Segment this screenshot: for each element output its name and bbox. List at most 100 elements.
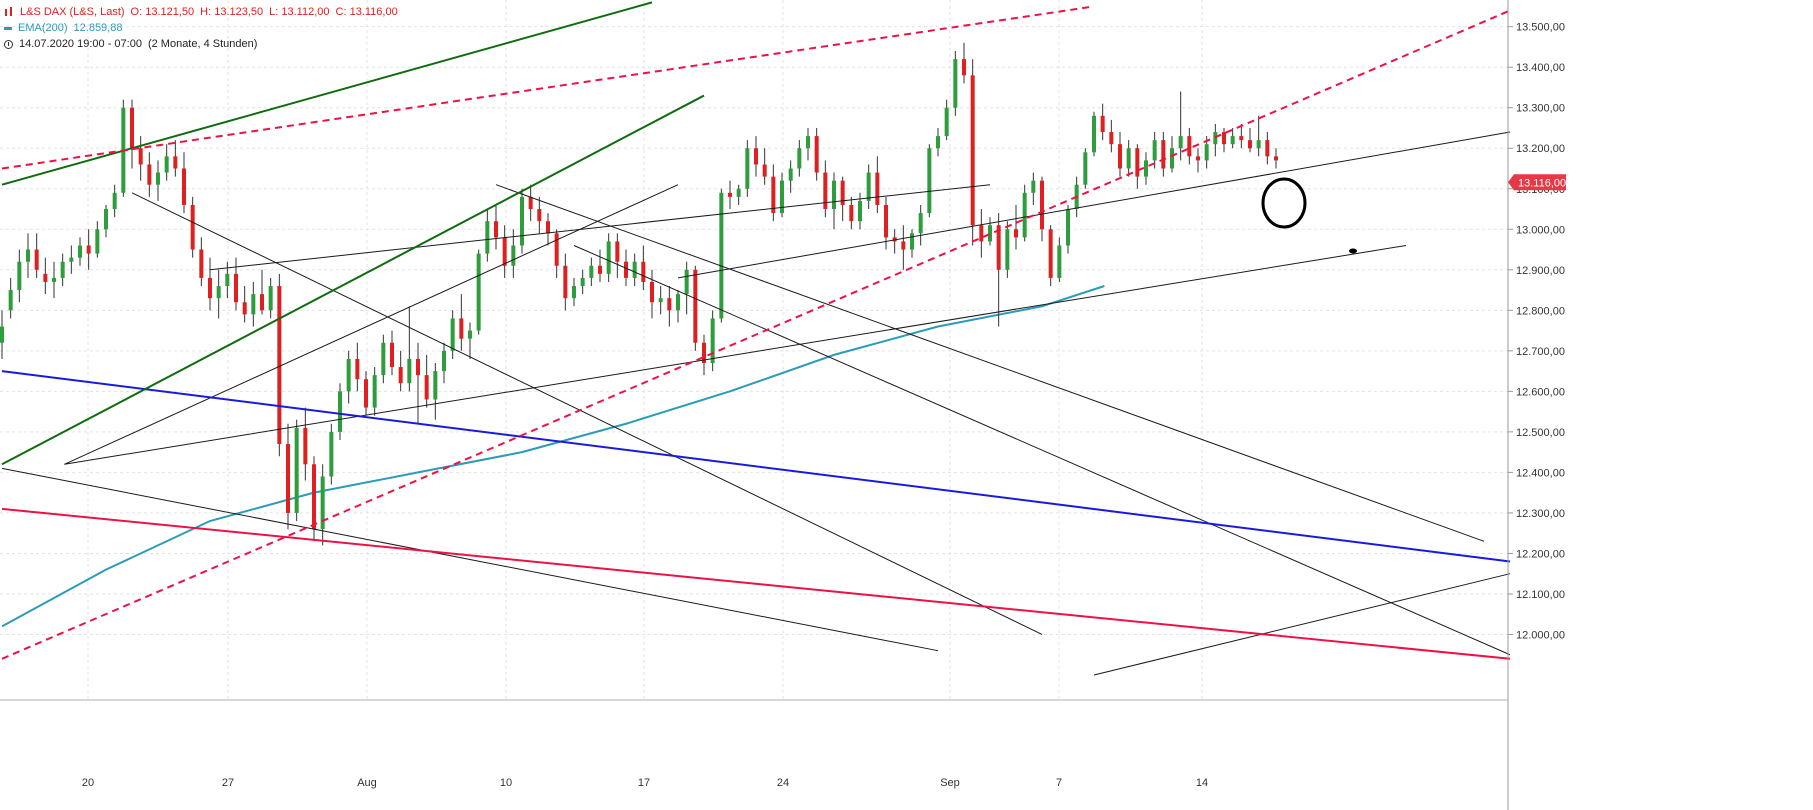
candle-body-112 [970, 75, 975, 226]
candle-37 [320, 464, 325, 546]
candle-body-75 [650, 281, 654, 303]
ema-label: EMA(200) [18, 22, 68, 34]
candle-122 [1057, 237, 1062, 282]
candle-body-49 [424, 375, 429, 400]
candle-126 [1092, 111, 1096, 157]
candle-body-105 [910, 233, 914, 250]
candle-body-0 [0, 326, 4, 343]
candle-body-142 [1230, 136, 1235, 145]
candle-body-71 [615, 241, 620, 262]
time-axis[interactable]: 20 27 Aug 10 17 24 Sep 7 14 [0, 699, 1508, 789]
candle-body-4 [34, 249, 39, 270]
candle-body-110 [953, 59, 958, 108]
candle-49 [424, 354, 429, 408]
trendline-2[interactable] [209, 184, 991, 271]
candle-body-57 [494, 221, 498, 238]
trendline-layer[interactable] [1, 1, 1511, 676]
trendline-1[interactable] [64, 244, 1407, 465]
candle-body-117 [1014, 229, 1018, 238]
candle-body-60 [520, 196, 524, 246]
candle-63 [546, 213, 550, 246]
candle-145 [1256, 115, 1261, 157]
trendline-14[interactable] [1, 5, 1095, 170]
annotation-circle[interactable] [1261, 177, 1307, 229]
candle-86 [745, 140, 750, 197]
candle-67 [580, 269, 585, 295]
trendline-4[interactable] [131, 192, 1043, 635]
candle-98 [849, 196, 854, 230]
candle-121 [1048, 225, 1053, 287]
candle-33 [286, 423, 290, 530]
ema200-line [1, 285, 1105, 628]
candle-95 [823, 160, 828, 218]
candle-113 [979, 209, 984, 258]
trendline-0[interactable] [64, 184, 679, 465]
candle-body-43 [372, 375, 377, 408]
candle-body-125 [1083, 152, 1088, 185]
candle-64 [554, 229, 559, 278]
candle-115 [996, 213, 1001, 327]
candle-body-104 [901, 241, 906, 250]
candle-32 [277, 273, 282, 457]
candle-body-83 [719, 192, 724, 319]
candle-body-42 [364, 379, 368, 408]
legend-period-row[interactable]: 14.07.2020 19:00 - 07:00 (2 Monate, 4 St… [4, 36, 398, 52]
trendline-12[interactable] [1, 94, 705, 466]
candle-body-41 [355, 358, 360, 380]
trendline-5[interactable] [1, 467, 939, 652]
trendline-13[interactable] [1, 9, 1511, 660]
trendline-3[interactable] [677, 131, 1511, 279]
trendline-9[interactable] [1, 370, 1511, 563]
candle-body-54 [468, 330, 472, 339]
close-value: C: 13.116,00 [335, 6, 398, 18]
trendline-8[interactable] [1093, 573, 1511, 676]
candle-body-86 [745, 148, 750, 189]
candle-body-127 [1100, 115, 1105, 133]
candle-body-67 [580, 277, 585, 287]
candle-body-15 [130, 107, 134, 149]
candle-body-98 [849, 204, 854, 222]
price-axis[interactable]: 12.000,00 12.100,00 12.200,00 12.300,00 12.4… [1507, 0, 1566, 810]
candle-73 [632, 253, 637, 287]
candle-56 [485, 209, 490, 262]
candle-57 [494, 204, 498, 250]
candle-body-65 [563, 265, 568, 299]
annotation-dot[interactable] [1349, 248, 1357, 254]
candle-body-84 [728, 192, 732, 197]
candle-body-85 [736, 188, 741, 197]
trendline-11[interactable] [1, 1, 653, 186]
trendline-6[interactable] [495, 184, 1485, 542]
candle-body-143 [1239, 136, 1244, 141]
candle-body-106 [918, 213, 923, 234]
trendline-7[interactable] [573, 245, 1511, 656]
candle-body-89 [771, 176, 776, 214]
candle-35 [303, 407, 308, 481]
candle-body-100 [866, 172, 871, 201]
candle-132 [1144, 152, 1148, 185]
candle-109 [944, 99, 949, 141]
candle-85 [736, 184, 741, 205]
legend-instrument-row[interactable]: L&S DAX (L&S, Last) O: 13.121,50 H: 13.1… [4, 4, 398, 20]
candle-116 [1005, 221, 1010, 278]
candle-38 [329, 423, 334, 485]
candle-body-12 [104, 209, 108, 230]
candle-layer [0, 42, 1278, 546]
candle-body-34 [294, 427, 299, 513]
time-tick-label-2: Aug [357, 777, 377, 789]
annotation-layer[interactable] [1261, 177, 1357, 254]
candle-body-126 [1092, 115, 1096, 153]
candle-123 [1066, 204, 1070, 254]
legend-ema-row[interactable]: EMA(200) 12.859,88 [4, 20, 398, 36]
candle-body-101 [875, 172, 880, 205]
high-value: H: 13.123,50 [200, 6, 264, 18]
chart-legend: L&S DAX (L&S, Last) O: 13.121,50 H: 13.1… [4, 4, 398, 52]
low-value: L: 13.112,00 [269, 6, 330, 18]
price-tick-label-13: 13.300,00 [1516, 103, 1565, 115]
candle-body-102 [884, 204, 888, 238]
candle-3 [26, 233, 30, 278]
trendline-10[interactable] [1, 507, 1511, 660]
candle-120 [1040, 176, 1044, 242]
candle-body-131 [1135, 148, 1140, 177]
candle-31 [268, 277, 273, 319]
